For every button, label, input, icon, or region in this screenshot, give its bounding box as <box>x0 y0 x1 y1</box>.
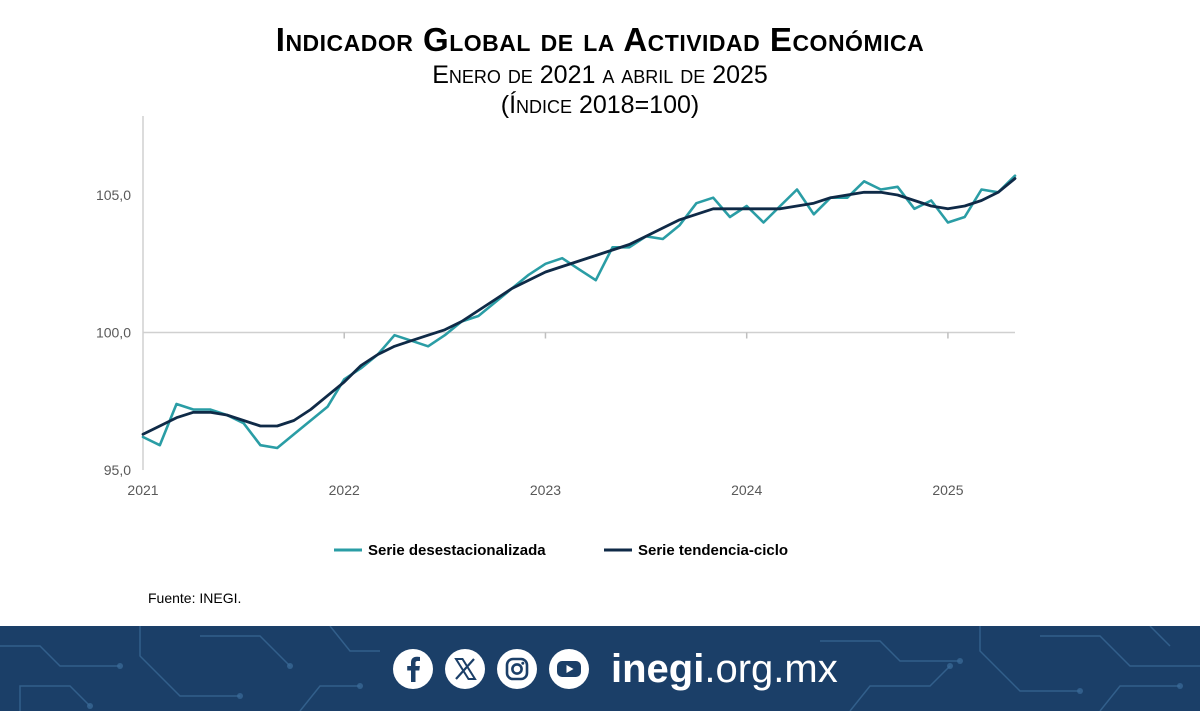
x-tick-label: 2025 <box>932 482 963 498</box>
line-chart: 95,0 100,0 105,0 2021 2022 2023 2024 2025 Serie … <box>96 116 1017 559</box>
x-tick-label: 2023 <box>530 482 561 498</box>
site-bold: inegi <box>611 647 705 691</box>
chart-subtitle: Enero de 2021 a abril de 2025 <box>432 61 768 89</box>
website-link[interactable]: inegi.org.mx <box>611 647 838 691</box>
x-tick-label: 2022 <box>329 482 360 498</box>
chart-index-note: (Índice 2018=100) <box>500 91 700 119</box>
x-tick-label: 2021 <box>127 482 158 498</box>
social-links: inegi.org.mx <box>393 647 838 691</box>
series-tendencia-ciclo-line <box>141 177 1017 436</box>
circuit-pattern <box>0 626 1200 711</box>
y-tick-label: 95,0 <box>104 462 131 478</box>
instagram-icon[interactable] <box>497 649 537 689</box>
footer-banner: inegi.org.mx <box>0 626 1200 711</box>
x-icon[interactable] <box>445 649 485 689</box>
site-rest: .org.mx <box>704 647 838 691</box>
y-tick-label: 100,0 <box>96 325 131 341</box>
youtube-icon[interactable] <box>549 649 589 689</box>
x-tick-label: 2024 <box>731 482 762 498</box>
chart-title: Indicador Global de la Actividad Económi… <box>275 21 925 58</box>
legend-label: Serie tendencia-ciclo <box>638 542 788 559</box>
series-desestacionalizada-line <box>141 174 1017 450</box>
facebook-icon[interactable] <box>393 649 433 689</box>
title-block: Indicador Global de la Actividad Económi… <box>0 20 1200 120</box>
y-tick-label: 105,0 <box>96 187 131 203</box>
source-note: Fuente: INEGI. <box>148 590 242 606</box>
legend-label: Serie desestacionalizada <box>368 542 546 559</box>
